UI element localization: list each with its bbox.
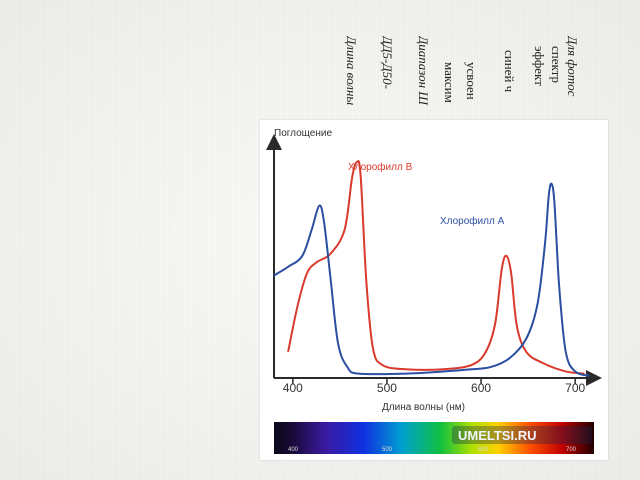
x-tick-label: 700 <box>565 381 585 395</box>
text-line: ДД5-Д50- <box>380 36 395 89</box>
absorption-chart: Поглощение 400 500 600 700 Длина волны (нм)… <box>260 120 608 460</box>
spectrum-tick-group: 400 500 600 700 <box>288 447 577 453</box>
x-tick-label: 600 <box>471 381 491 395</box>
spectrum-tick-label: 500 <box>382 447 393 453</box>
chart-svg: Поглощение 400 500 600 700 Длина волны (нм)… <box>266 128 602 454</box>
spectrum-tick-label: 700 <box>566 447 577 453</box>
series-label-chlorophyll-a: Хлорофилл А <box>440 215 505 227</box>
x-tick-group: 400 500 600 700 <box>283 378 586 395</box>
y-axis-label: Поглощение <box>274 128 332 139</box>
text-line: Для фотос <box>565 36 580 97</box>
x-tick-label: 500 <box>377 381 397 395</box>
series-line-chlorophyll-a <box>273 182 590 377</box>
text-line: эффект <box>532 46 547 86</box>
spectrum-tick-label: 400 <box>288 447 299 453</box>
watermark-text: UMELTSI.RU <box>458 428 536 443</box>
text-line: Длина волны <box>344 36 359 106</box>
visible-spectrum-bar <box>274 422 594 454</box>
x-tick-label: 400 <box>283 381 303 395</box>
text-line: синей ч <box>502 50 517 93</box>
text-line: Диапазон Ш <box>416 36 431 105</box>
text-line: спектр <box>549 46 564 83</box>
watermark: UMELTSI.RU <box>452 426 592 444</box>
series-label-chlorophyll-b: Хлорофилл В <box>348 161 413 173</box>
series-line-chlorophyll-b <box>287 159 585 375</box>
text-line: максим <box>442 62 457 103</box>
x-axis-label: Длина волны (нм) <box>382 402 465 413</box>
text-line: усвоен <box>464 62 479 100</box>
spectrum-tick-label: 600 <box>478 447 489 453</box>
slide-text-block: Для фотос спектр эффект синей ч усвоен м… <box>340 36 580 136</box>
curve-group <box>273 159 590 377</box>
